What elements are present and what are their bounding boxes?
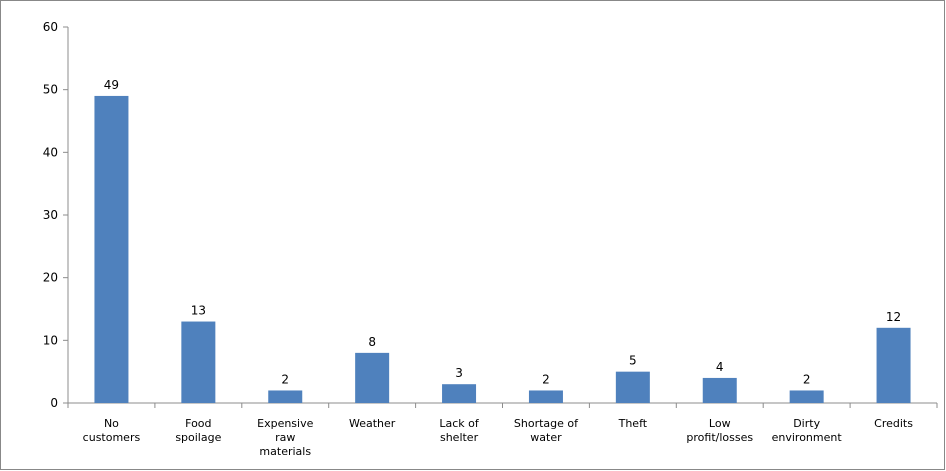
y-tick-label: 40 [43, 145, 58, 159]
data-label: 2 [803, 372, 811, 386]
bar [94, 95, 129, 403]
y-tick-label: 50 [43, 83, 58, 97]
category-label: Shortage of water [514, 417, 579, 444]
category-label: Food spoilage [175, 417, 221, 444]
category-label: Dirty environment [772, 417, 843, 444]
y-tick-label: 60 [43, 20, 58, 34]
data-label: 2 [542, 372, 550, 386]
data-labels: 49 13 2 8 3 2 5 4 2 12 [104, 78, 901, 387]
bar [702, 377, 737, 403]
category-label-line: raw [275, 431, 295, 444]
category-label: Credits [874, 417, 913, 430]
bar [355, 352, 390, 403]
data-label: 49 [104, 78, 119, 92]
category-label-line: environment [772, 431, 843, 444]
category-label: No customers [83, 417, 141, 444]
y-tick-label: 10 [43, 333, 58, 347]
category-label-line: Dirty [793, 417, 820, 430]
category-label-line: Expensive [257, 417, 313, 430]
category-label-line: materials [259, 445, 311, 458]
bar [268, 390, 303, 403]
data-label: 3 [455, 366, 463, 380]
category-label-line: Weather [349, 417, 396, 430]
data-label: 4 [716, 360, 724, 374]
category-label-line: shelter [440, 431, 479, 444]
bar-series [94, 95, 911, 403]
category-label-line: No [104, 417, 119, 430]
category-label: Lack of shelter [439, 417, 480, 444]
x-axis-ticks [67, 403, 938, 408]
bar [528, 390, 563, 403]
category-label-line: Lack of [439, 417, 480, 430]
category-label: Weather [349, 417, 396, 430]
category-label-line: spoilage [175, 431, 221, 444]
category-label-line: Theft [618, 417, 648, 430]
category-label-line: Food [185, 417, 211, 430]
category-label-line: profit/losses [686, 431, 753, 444]
category-labels: No customers Food spoilage Expensive raw mater… [83, 417, 914, 458]
y-tick-label: 20 [43, 271, 58, 285]
y-axis-ticks: 0 10 20 30 40 50 60 [43, 20, 68, 410]
data-label: 8 [368, 335, 376, 349]
data-label: 2 [281, 372, 289, 386]
bar [789, 390, 824, 403]
data-label: 12 [886, 310, 901, 324]
category-label-line: water [530, 431, 562, 444]
category-label-line: Low [709, 417, 731, 430]
y-tick-label: 30 [43, 208, 58, 222]
bar [181, 321, 216, 403]
category-label-line: Shortage of [514, 417, 579, 430]
bar [615, 371, 650, 403]
bar [876, 327, 911, 403]
data-label: 13 [191, 304, 206, 318]
category-label: Theft [618, 417, 648, 430]
category-label-line: Credits [874, 417, 913, 430]
bar [442, 384, 477, 403]
category-label-line: customers [83, 431, 141, 444]
y-tick-label: 0 [50, 396, 58, 410]
category-label: Expensive raw materials [257, 417, 313, 458]
data-label: 5 [629, 354, 637, 368]
category-label: Low profit/losses [686, 417, 753, 444]
